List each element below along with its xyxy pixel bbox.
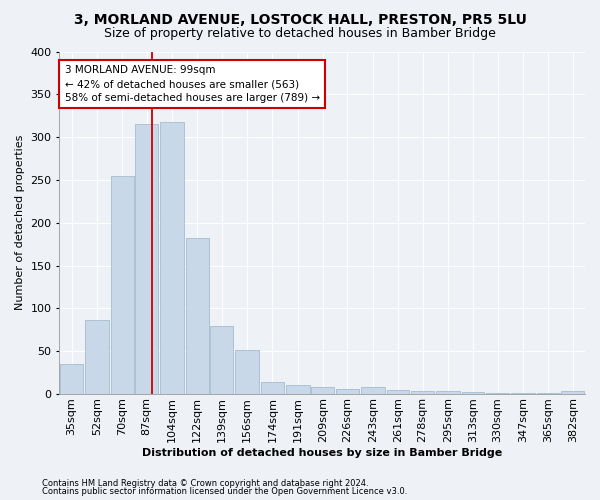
- Bar: [411, 390, 434, 394]
- Bar: [386, 390, 409, 394]
- Bar: [461, 392, 484, 394]
- Text: Contains public sector information licensed under the Open Government Licence v3: Contains public sector information licen…: [42, 487, 407, 496]
- Bar: [235, 350, 259, 394]
- Bar: [160, 122, 184, 394]
- Bar: [85, 320, 109, 394]
- Bar: [486, 393, 509, 394]
- Bar: [111, 176, 134, 394]
- Bar: [336, 389, 359, 394]
- Bar: [286, 384, 310, 394]
- Bar: [186, 238, 209, 394]
- Text: Contains HM Land Registry data © Crown copyright and database right 2024.: Contains HM Land Registry data © Crown c…: [42, 478, 368, 488]
- Bar: [511, 393, 535, 394]
- Text: 3 MORLAND AVENUE: 99sqm
← 42% of detached houses are smaller (563)
58% of semi-d: 3 MORLAND AVENUE: 99sqm ← 42% of detache…: [65, 65, 320, 103]
- Bar: [562, 392, 584, 394]
- Bar: [436, 392, 460, 394]
- Bar: [537, 393, 560, 394]
- Bar: [311, 387, 334, 394]
- Text: Size of property relative to detached houses in Bamber Bridge: Size of property relative to detached ho…: [104, 28, 496, 40]
- Bar: [361, 387, 385, 394]
- Bar: [135, 124, 158, 394]
- Bar: [211, 326, 233, 394]
- Bar: [261, 382, 284, 394]
- Bar: [60, 364, 83, 394]
- Text: 3, MORLAND AVENUE, LOSTOCK HALL, PRESTON, PR5 5LU: 3, MORLAND AVENUE, LOSTOCK HALL, PRESTON…: [74, 12, 526, 26]
- Y-axis label: Number of detached properties: Number of detached properties: [15, 135, 25, 310]
- X-axis label: Distribution of detached houses by size in Bamber Bridge: Distribution of detached houses by size …: [142, 448, 502, 458]
